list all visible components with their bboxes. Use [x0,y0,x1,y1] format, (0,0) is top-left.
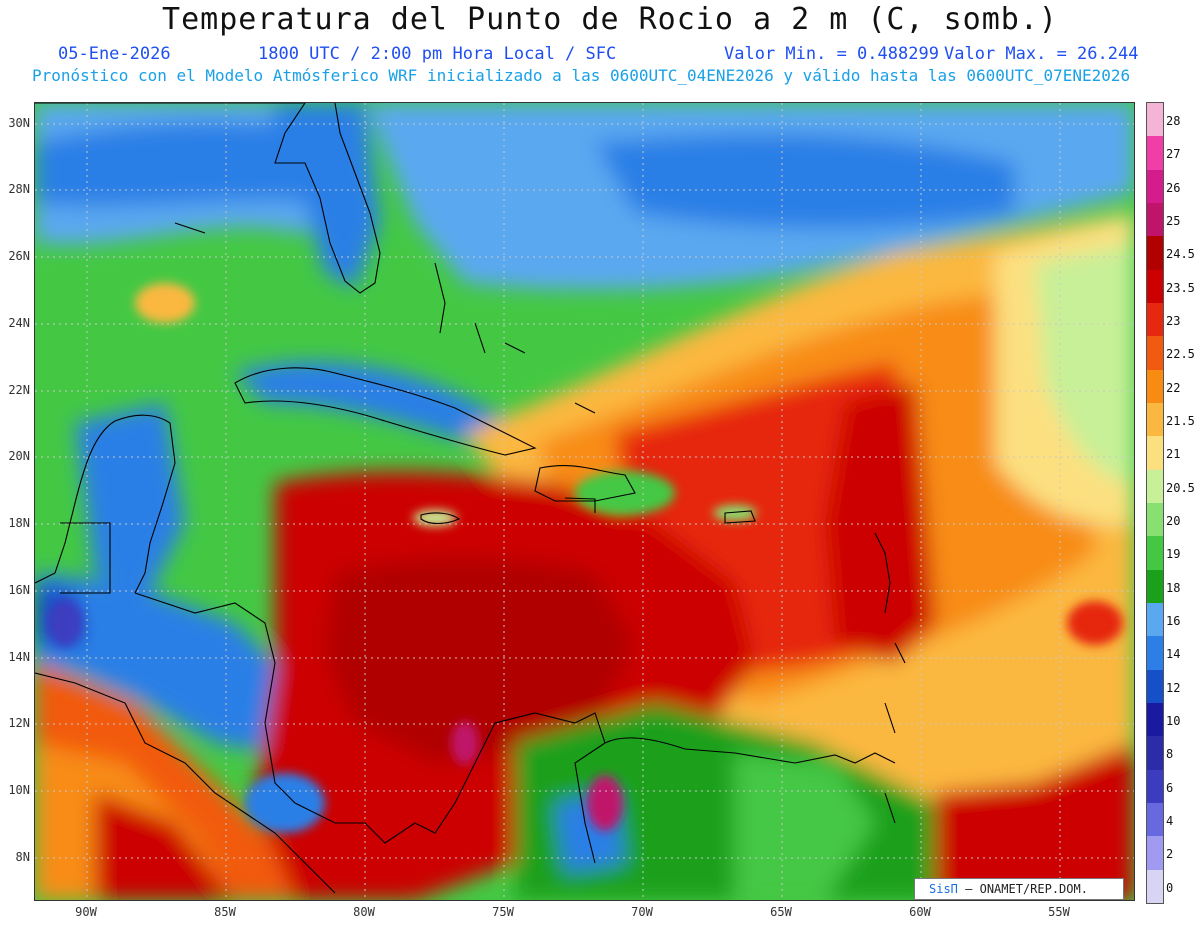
max-value: Valor Max. = 26.244 [944,44,1139,64]
lat-tick: 22N [8,383,30,397]
color-legend-swatch [1147,136,1163,171]
color-legend-label: 12 [1166,680,1181,695]
lon-tick: 55W [1048,905,1070,919]
lat-tick: 18N [8,516,30,530]
lat-tick: 10N [8,783,30,797]
color-legend-swatch [1147,269,1163,304]
lon-tick: 85W [214,905,236,919]
model-info: Pronóstico con el Modelo Atmósferico WRF… [32,66,1131,85]
color-legend-label: 14 [1166,647,1181,662]
color-legend-label: 28 [1166,114,1181,128]
color-legend-swatch [1147,503,1163,537]
color-legend-label: 21.5 [1166,414,1195,428]
color-legend-label: 2 [1166,847,1174,862]
color-legend-label: 4 [1166,814,1174,828]
color-legend-swatch [1147,603,1163,637]
color-legend-swatch [1147,536,1163,571]
forecast-time: 1800 UTC / 2:00 pm Hora Local / SFC [258,44,617,64]
color-legend-label: 20 [1166,514,1181,528]
color-legend-swatch [1147,469,1163,504]
lat-tick: 30N [8,116,30,130]
chart-title: Temperatura del Punto de Rocio a 2 m (C,… [162,2,1058,37]
color-legend-label: 20.5 [1166,480,1195,495]
color-legend-label: 18 [1166,580,1181,595]
graticule [35,103,1134,900]
dewpoint-map [35,103,1134,900]
lon-tick: 70W [631,905,653,919]
color-legend-label: 22 [1166,380,1181,395]
color-legend-swatch [1147,836,1163,871]
color-legend-swatch [1147,436,1163,471]
color-legend-swatch [1147,236,1163,271]
color-legend-label: 25 [1166,214,1181,228]
color-legend-swatch [1147,103,1163,137]
color-legend-label: 10 [1166,714,1181,728]
color-legend-swatch [1147,736,1163,771]
lat-tick: 8N [15,850,30,864]
lat-tick: 28N [8,182,30,196]
lon-tick: 75W [492,905,514,919]
color-legend-swatch [1147,769,1163,804]
color-legend [1146,102,1164,904]
color-legend-swatch [1147,203,1163,237]
lat-tick: 26N [8,249,30,263]
lon-tick: 80W [353,905,375,919]
color-legend-swatch [1147,803,1163,837]
color-legend-label: 26 [1166,180,1181,195]
color-legend-swatch [1147,369,1163,404]
color-legend-label: 6 [1166,780,1174,795]
lat-tick: 24N [8,316,30,330]
credit-box: SisΠ – ONAMET/REP.DOM. [914,878,1124,900]
color-legend-swatch [1147,569,1163,604]
color-legend-swatch [1147,703,1163,737]
color-legend-label: 23 [1166,314,1181,328]
lon-tick: 65W [770,905,792,919]
color-legend-label: 8 [1166,747,1174,762]
lat-tick: 20N [8,449,30,463]
min-value: Valor Min. = 0.488299 [724,44,939,64]
color-legend-label: 23.5 [1166,280,1195,295]
color-legend-label: 24.5 [1166,247,1195,262]
lat-tick: 12N [8,716,30,730]
forecast-date: 05-Ene-2026 [58,44,171,64]
sispi-logo: SisΠ [929,882,958,896]
lon-tick: 60W [909,905,931,919]
lat-tick: 16N [8,583,30,597]
color-legend-swatch [1147,669,1163,704]
color-legend-label: 27 [1166,147,1181,162]
color-legend-swatch [1147,303,1163,337]
dewpoint-field [35,103,1134,900]
color-legend-swatch [1147,869,1163,904]
color-legend-swatch [1147,336,1163,371]
color-legend-label: 0 [1166,880,1174,895]
lon-tick: 90W [75,905,97,919]
color-legend-label: 22.5 [1166,347,1195,362]
color-legend-label: 16 [1166,614,1181,628]
color-legend-label: 19 [1166,547,1181,562]
color-legend-swatch [1147,636,1163,671]
coastlines [35,103,906,894]
lat-tick: 14N [8,650,30,664]
dewpoint-detail [47,283,1123,833]
color-legend-swatch [1147,169,1163,204]
color-legend-swatch [1147,403,1163,437]
map-panel [34,102,1135,901]
credit-text: – ONAMET/REP.DOM. [965,882,1088,896]
color-legend-label: 21 [1166,447,1181,462]
